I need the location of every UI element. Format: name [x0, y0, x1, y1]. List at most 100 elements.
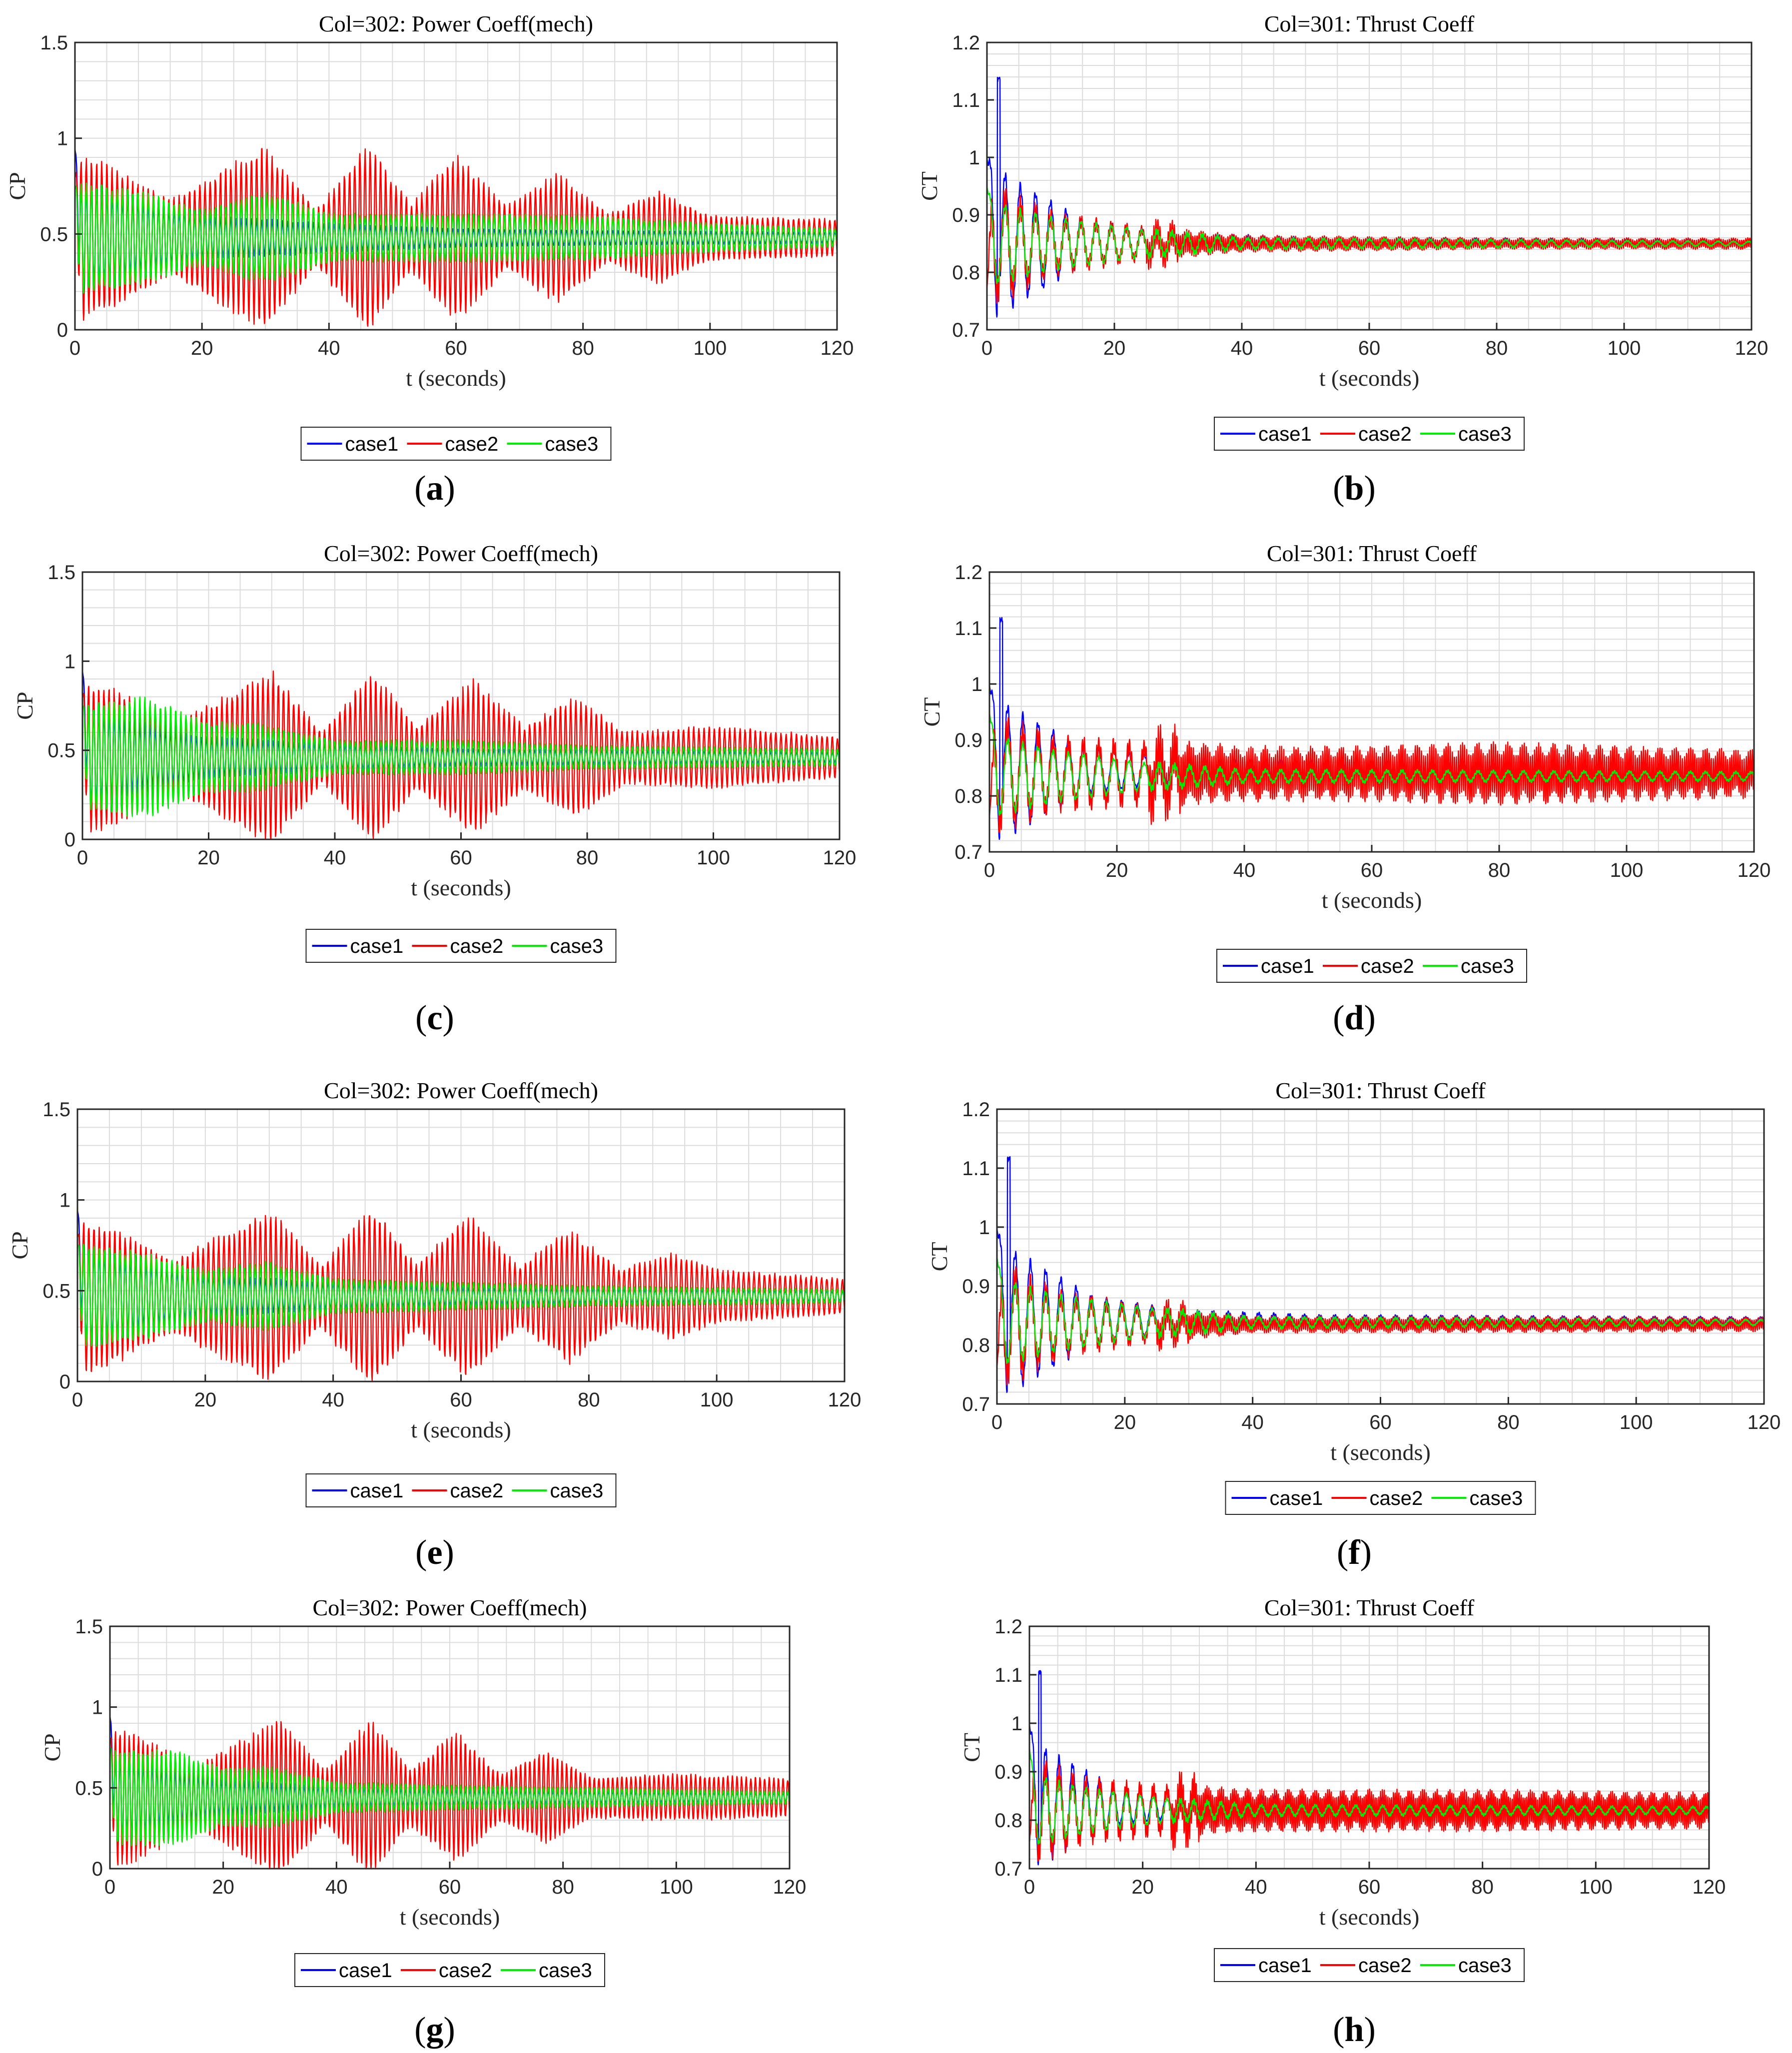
plot-title: Col=301: Thrust Coeff [1275, 1078, 1486, 1103]
legend-label-case1: case1 [339, 1960, 392, 1982]
panel-e: 0 20 40 60 80 100 120 0 0.5 1 1.5 Col=302: Power Co… [7, 1078, 861, 1572]
y-tick-label: 0.5 [40, 223, 68, 245]
plot-title: Col=301: Thrust Coeff [1264, 1595, 1475, 1620]
legend-box [1225, 1481, 1536, 1515]
x-tick-label: 100 [697, 847, 730, 869]
x-tick-label: 100 [1579, 1876, 1613, 1898]
legend-label-case1: case1 [1270, 1487, 1323, 1509]
y-tick-label: 1.5 [42, 1099, 70, 1121]
x-tick-label: 60 [450, 847, 472, 869]
panel-d: 0 20 40 60 80 100 120 0.7 0.8 0.9 1 1.1 1.2 Col=301: … [919, 541, 1771, 1037]
x-tick-label: 120 [828, 1389, 862, 1411]
caption-open-paren: ( [415, 1533, 427, 1572]
legend-label-case2: case2 [1358, 423, 1412, 445]
x-tick-label: 120 [821, 337, 854, 359]
caption-close-paren: ) [444, 469, 455, 508]
legend-label-case3: case3 [1458, 423, 1512, 445]
caption-open-paren: ( [414, 2011, 426, 2049]
x-tick-label: 60 [1361, 859, 1383, 881]
panel-caption: (e) [415, 1533, 454, 1572]
y-tick-label: 0.9 [954, 729, 982, 751]
y-tick-label: 1 [979, 1217, 990, 1239]
caption-open-paren: ( [414, 469, 426, 508]
x-tick-label: 20 [1131, 1876, 1154, 1898]
legend: case1 case2 case3 [300, 427, 612, 461]
y-tick-label: 0 [59, 1371, 70, 1393]
legend-box [300, 427, 612, 461]
y-axis-label: CT [919, 697, 944, 727]
caption-close-paren: ) [443, 1533, 454, 1572]
x-tick-label: 80 [576, 847, 599, 869]
x-tick-label: 0 [981, 337, 992, 359]
x-tick-label: 20 [1114, 1411, 1136, 1433]
legend-label-case3: case3 [539, 1960, 592, 1982]
y-tick-label: 0.5 [75, 1777, 103, 1799]
y-tick-label: 0.7 [994, 1858, 1022, 1880]
y-tick-label: 0 [64, 829, 75, 851]
y-tick-label: 1 [1011, 1713, 1022, 1735]
y-tick-label: 1.5 [75, 1616, 103, 1638]
x-tick-label: 60 [1358, 1876, 1381, 1898]
y-tick-label: 0.9 [962, 1276, 990, 1298]
legend-label-case2: case2 [450, 935, 504, 957]
y-axis-label: CP [4, 172, 30, 200]
series-line-case3 [1028, 1747, 1710, 1845]
legend-label-case3: case3 [545, 433, 599, 455]
legend-label-case3: case3 [1470, 1487, 1523, 1509]
panel-caption: (c) [415, 999, 454, 1037]
x-tick-label: 60 [1369, 1411, 1392, 1433]
x-tick-label: 120 [1738, 859, 1771, 881]
legend-label-case2: case2 [445, 433, 499, 455]
y-tick-label: 0.8 [994, 1810, 1022, 1832]
panel-caption: (d) [1333, 999, 1376, 1037]
x-tick-label: 40 [322, 1389, 344, 1411]
panel-g: 0 20 40 60 80 100 120 0 0.5 1 1.5 Col=302: Power Co… [39, 1595, 806, 2049]
x-tick-label: 20 [197, 847, 220, 869]
caption-close-paren: ) [444, 2011, 455, 2049]
x-tick-label: 100 [1610, 859, 1644, 881]
caption-open-paren: ( [1333, 999, 1344, 1037]
y-axis-label: CT [926, 1242, 952, 1272]
caption-letter: a [426, 469, 444, 508]
legend: case1 case2 case3 [1214, 1948, 1525, 1982]
x-axis-label: t (seconds) [411, 875, 511, 900]
x-tick-label: 60 [439, 1876, 461, 1898]
series-line-case3 [996, 1256, 1765, 1364]
y-axis-label: CT [916, 171, 942, 201]
x-tick-label: 0 [991, 1411, 1002, 1433]
series-line-case2 [988, 717, 1755, 833]
x-axis-label: t (seconds) [1319, 365, 1420, 391]
legend-label-case1: case1 [1258, 423, 1312, 445]
x-tick-label: 40 [318, 337, 340, 359]
legend-label-case2: case2 [1361, 955, 1414, 977]
legend-label-case1: case1 [350, 1480, 404, 1502]
x-tick-label: 20 [212, 1876, 234, 1898]
x-tick-label: 100 [660, 1876, 693, 1898]
y-tick-label: 1 [59, 1190, 70, 1212]
y-axis-label: CT [959, 1733, 984, 1762]
plot-title: Col=301: Thrust Coeff [1267, 541, 1477, 566]
series-line-case2 [1028, 1760, 1710, 1862]
series-line-case3 [988, 711, 1755, 816]
legend-label-case3: case3 [550, 1480, 604, 1502]
panel-h: 0 20 40 60 80 100 120 0.7 0.8 0.9 1 1.1 1.2 Col=301: … [959, 1595, 1726, 2049]
x-tick-label: 80 [572, 337, 594, 359]
x-tick-label: 40 [1233, 859, 1256, 881]
x-tick-label: 40 [1245, 1876, 1267, 1898]
x-axis-label: t (seconds) [1319, 1904, 1420, 1930]
y-tick-label: 1.1 [952, 89, 980, 111]
x-tick-label: 100 [1620, 1411, 1653, 1433]
panel-b: 0 20 40 60 80 100 120 0.7 0.8 0.9 1 1.1 1.2 Col=301: … [916, 11, 1768, 508]
x-tick-label: 100 [700, 1389, 734, 1411]
legend: case1 case2 case3 [294, 1953, 605, 1987]
y-tick-label: 1.1 [954, 618, 982, 640]
x-axis-label: t (seconds) [406, 365, 506, 391]
y-tick-label: 0 [92, 1858, 103, 1880]
legend-box [1214, 417, 1525, 451]
y-axis-label: CP [12, 691, 37, 719]
panel-a: 0 20 40 60 80 100 120 0 0.5 1 1.5 Col=302: Power Co… [4, 11, 854, 508]
y-tick-label: 1 [57, 128, 68, 150]
series-line-case2 [109, 1721, 791, 1870]
y-tick-label: 1.1 [962, 1158, 990, 1180]
